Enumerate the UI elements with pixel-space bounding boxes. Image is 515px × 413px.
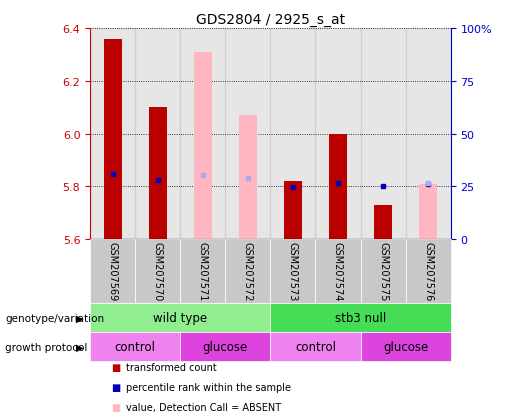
Text: wild type: wild type [153, 311, 208, 325]
Text: control: control [115, 340, 156, 354]
Title: GDS2804 / 2925_s_at: GDS2804 / 2925_s_at [196, 12, 345, 26]
Text: GSM207572: GSM207572 [243, 242, 253, 301]
Text: glucose: glucose [383, 340, 428, 354]
Text: GSM207570: GSM207570 [153, 242, 163, 301]
Text: ■: ■ [111, 363, 120, 373]
Bar [149, 108, 167, 240]
Text: value, Detection Call = ABSENT: value, Detection Call = ABSENT [126, 402, 281, 412]
Text: stb3 null: stb3 null [335, 311, 386, 325]
Bar [239, 116, 257, 240]
Text: genotype/variation: genotype/variation [5, 313, 104, 323]
Bar [135, 29, 180, 240]
Text: ■: ■ [111, 382, 120, 392]
Text: GSM207574: GSM207574 [333, 242, 343, 301]
Bar [315, 29, 360, 240]
Text: glucose: glucose [203, 340, 248, 354]
Text: GSM207569: GSM207569 [108, 242, 117, 301]
Text: percentile rank within the sample: percentile rank within the sample [126, 382, 291, 392]
Text: ▶: ▶ [76, 342, 83, 352]
Text: GSM207573: GSM207573 [288, 242, 298, 301]
Bar [374, 205, 392, 240]
Bar [90, 29, 135, 240]
Bar [270, 29, 315, 240]
Text: control: control [295, 340, 336, 354]
Bar [104, 40, 122, 240]
Text: GSM207571: GSM207571 [198, 242, 208, 301]
Text: transformed count: transformed count [126, 363, 217, 373]
Text: GSM207576: GSM207576 [423, 242, 433, 301]
Bar [360, 29, 406, 240]
Text: growth protocol: growth protocol [5, 342, 88, 352]
Bar [226, 29, 270, 240]
Text: ▶: ▶ [76, 313, 83, 323]
Bar [180, 29, 226, 240]
Text: ■: ■ [111, 402, 120, 412]
Bar [419, 184, 437, 240]
Bar [284, 182, 302, 240]
Bar [329, 134, 347, 240]
Bar [406, 29, 451, 240]
Text: GSM207575: GSM207575 [378, 242, 388, 301]
Bar [194, 52, 212, 240]
